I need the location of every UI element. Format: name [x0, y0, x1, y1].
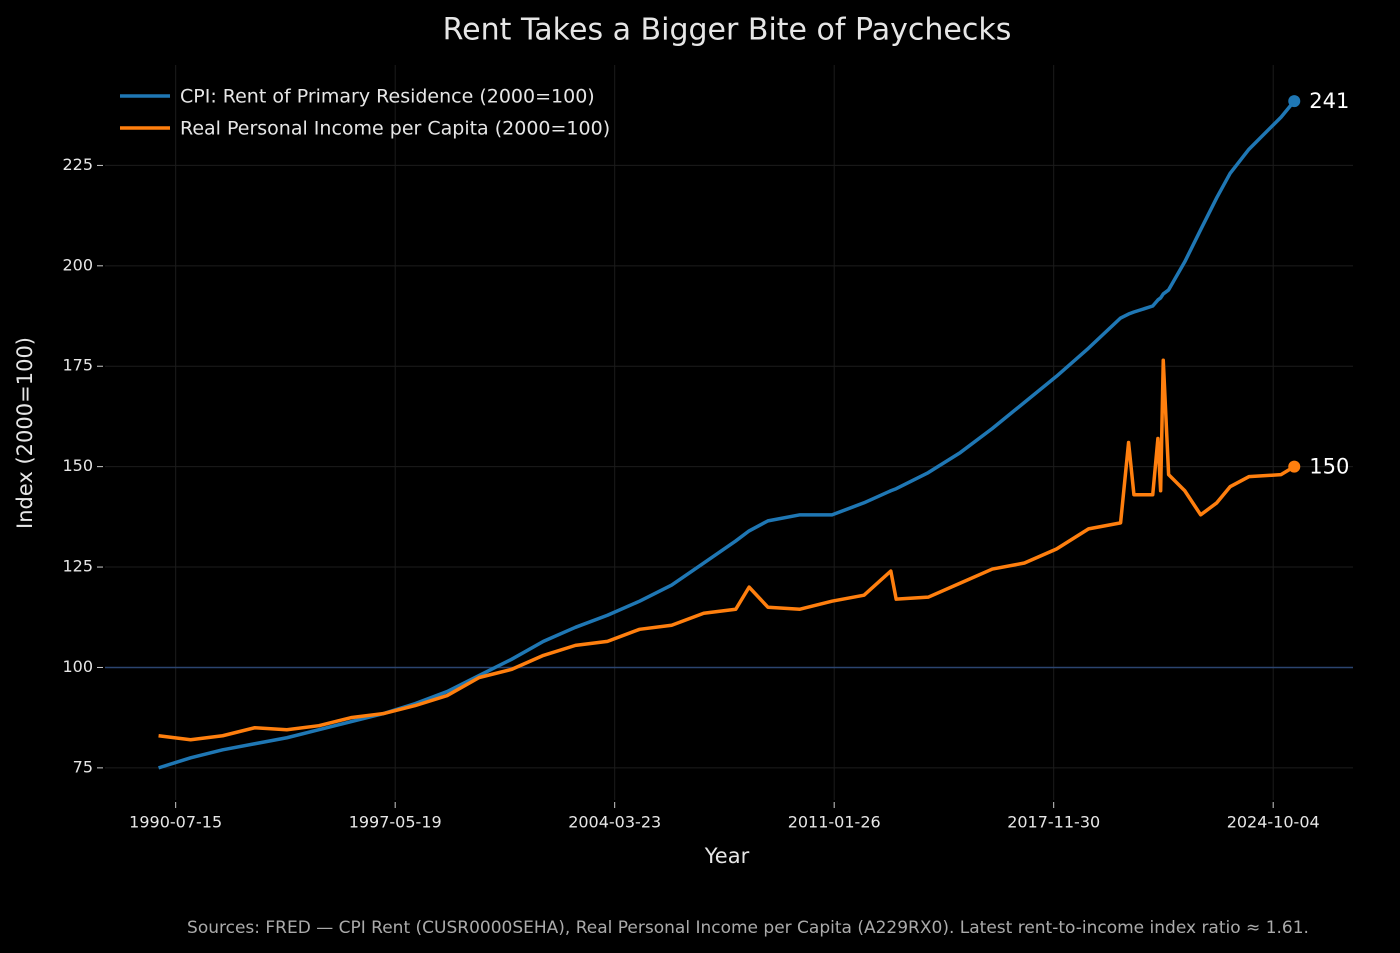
legend-label: CPI: Rent of Primary Residence (2000=100… — [180, 86, 595, 108]
end-marker — [1288, 460, 1301, 473]
x-tick-label: 2011-01-26 — [788, 813, 881, 832]
x-tick-label: 2017-11-30 — [1007, 813, 1100, 832]
y-tick-label: 125 — [62, 557, 93, 576]
y-tick-label: 175 — [62, 356, 93, 375]
y-tick-label: 75 — [73, 757, 93, 776]
x-axis-label: Year — [704, 844, 750, 868]
series-line — [158, 358, 1296, 742]
end-marker — [1288, 95, 1301, 108]
end-label: 150 — [1309, 455, 1349, 479]
source-note: Sources: FRED — CPI Rent (CUSR0000SEHA),… — [187, 918, 1309, 938]
chart-title: Rent Takes a Bigger Bite of Paychecks — [443, 13, 1012, 48]
y-axis-label: Index (2000=100) — [13, 337, 37, 529]
x-tick-label: 1990-07-15 — [129, 813, 222, 832]
y-tick-label: 150 — [62, 456, 93, 475]
y-tick-label: 100 — [62, 657, 93, 676]
x-tick-label: 2004-03-23 — [568, 813, 661, 832]
end-label: 241 — [1309, 89, 1349, 113]
x-tick-label: 1997-05-19 — [349, 813, 442, 832]
x-tick-label: 2024-10-04 — [1227, 813, 1320, 832]
legend-label: Real Personal Income per Capita (2000=10… — [180, 118, 610, 140]
y-tick-label: 200 — [62, 255, 93, 274]
y-tick-label: 225 — [62, 155, 93, 174]
